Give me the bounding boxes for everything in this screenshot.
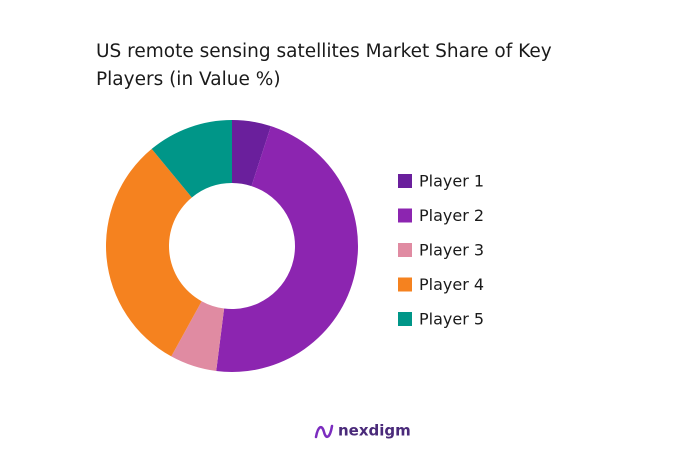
legend-swatch	[398, 312, 412, 326]
legend-label: Player 4	[419, 275, 484, 294]
logo-icon	[314, 424, 334, 439]
legend-label: Player 2	[419, 206, 484, 225]
legend-swatch	[398, 277, 412, 292]
chart-title: US remote sensing satellites Market Shar…	[96, 41, 552, 90]
legend-swatch	[398, 243, 412, 257]
donut-slice	[105, 148, 202, 357]
donut-slice	[216, 126, 358, 373]
legend-swatch	[398, 174, 412, 188]
brand-logo: nexdigm	[314, 422, 411, 440]
donut-slice	[171, 301, 225, 372]
brand-name: nexdigm	[338, 422, 411, 440]
legend-label: Player 5	[419, 310, 484, 329]
legend-label: Player 1	[419, 172, 484, 191]
donut-slice	[232, 120, 271, 187]
legend-swatch	[398, 208, 412, 223]
donut-slice	[151, 120, 232, 198]
legend-label: Player 3	[419, 241, 484, 260]
